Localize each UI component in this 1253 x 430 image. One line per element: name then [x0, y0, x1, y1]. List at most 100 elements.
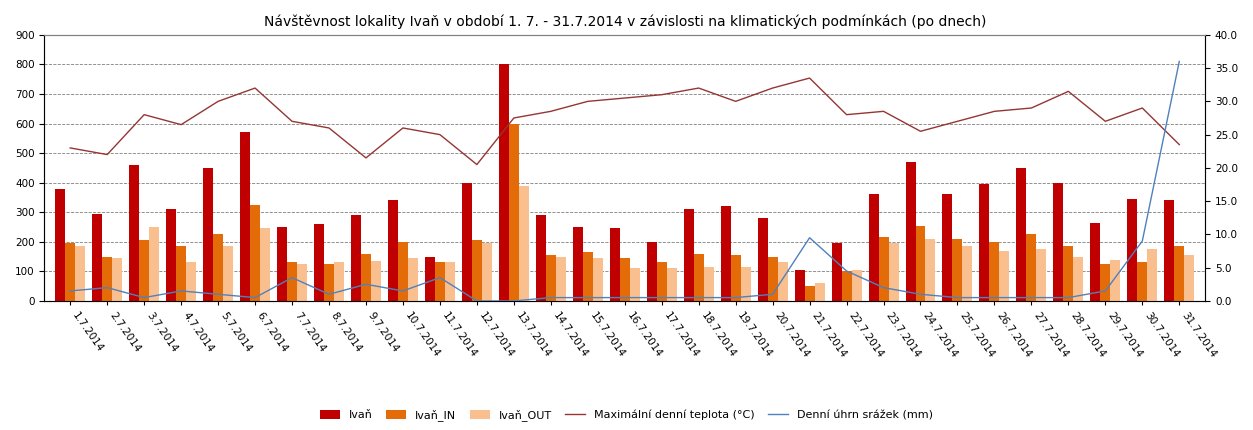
Denní úhrn srážek (mm)	[174, 289, 189, 294]
Bar	[1148, 249, 1158, 301]
Bar	[93, 214, 103, 301]
Bar	[1110, 260, 1120, 301]
Bar	[325, 264, 335, 301]
Maximální denní teplota (°C)	[432, 132, 447, 137]
Bar	[758, 218, 768, 301]
Maximální denní teplota (°C)	[1098, 119, 1113, 124]
Denní úhrn srážek (mm)	[1061, 295, 1076, 300]
Bar	[149, 227, 159, 301]
Denní úhrn srážek (mm)	[137, 295, 152, 300]
Maximální denní teplota (°C)	[802, 76, 817, 81]
Maximální denní teplota (°C)	[766, 86, 781, 91]
Denní úhrn srážek (mm)	[766, 292, 781, 297]
Bar	[223, 246, 233, 301]
Maximální denní teplota (°C)	[174, 122, 189, 127]
Bar	[435, 262, 445, 301]
Bar	[213, 234, 223, 301]
Bar	[778, 262, 788, 301]
Title: Návštěvnost lokality Ivaň v období 1. 7. - 31.7.2014 v závislosti na klimatickýc: Návštěvnost lokality Ivaň v období 1. 7.…	[263, 15, 986, 30]
Bar	[519, 186, 529, 301]
Denní úhrn srážek (mm)	[618, 295, 633, 300]
Maximální denní teplota (°C)	[840, 112, 855, 117]
Bar	[556, 257, 566, 301]
Bar	[1074, 257, 1084, 301]
Denní úhrn srážek (mm)	[1172, 59, 1187, 64]
Bar	[445, 262, 455, 301]
Bar	[794, 270, 804, 301]
Maximální denní teplota (°C)	[1024, 105, 1039, 111]
Bar	[425, 257, 435, 301]
Denní úhrn srážek (mm)	[248, 295, 263, 300]
Denní úhrn srážek (mm)	[840, 268, 855, 273]
Line: Maximální denní teplota (°C): Maximální denní teplota (°C)	[70, 78, 1179, 165]
Bar	[315, 224, 325, 301]
Bar	[1174, 246, 1184, 301]
Bar	[804, 286, 814, 301]
Maximální denní teplota (°C)	[692, 86, 707, 91]
Bar	[942, 194, 952, 301]
Maximální denní teplota (°C)	[876, 109, 891, 114]
Bar	[65, 243, 75, 301]
Maximální denní teplota (°C)	[358, 155, 373, 160]
Maximální denní teplota (°C)	[1172, 142, 1187, 147]
Denní úhrn srážek (mm)	[211, 292, 226, 297]
Bar	[241, 132, 251, 301]
Bar	[287, 262, 297, 301]
Bar	[842, 271, 852, 301]
Bar	[509, 123, 519, 301]
Bar	[129, 165, 139, 301]
Bar	[1064, 246, 1074, 301]
Denní úhrn srážek (mm)	[1024, 295, 1039, 300]
Maximální denní teplota (°C)	[284, 119, 299, 124]
Bar	[408, 258, 419, 301]
Bar	[814, 283, 824, 301]
Bar	[1100, 264, 1110, 301]
Denní úhrn srážek (mm)	[692, 295, 707, 300]
Bar	[203, 168, 213, 301]
Denní úhrn srážek (mm)	[876, 285, 891, 290]
Bar	[546, 255, 556, 301]
Bar	[694, 254, 704, 301]
Bar	[610, 228, 620, 301]
Bar	[832, 243, 842, 301]
Maximální denní teplota (°C)	[322, 126, 337, 131]
Maximální denní teplota (°C)	[63, 145, 78, 150]
Bar	[926, 239, 936, 301]
Maximální denní teplota (°C)	[544, 109, 559, 114]
Bar	[462, 183, 472, 301]
Bar	[852, 270, 862, 301]
Bar	[261, 228, 271, 301]
Bar	[741, 267, 751, 301]
Bar	[620, 258, 630, 301]
Maximální denní teplota (°C)	[1061, 89, 1076, 94]
Bar	[297, 264, 307, 301]
Maximální denní teplota (°C)	[580, 99, 595, 104]
Denní úhrn srážek (mm)	[654, 295, 669, 300]
Denní úhrn srážek (mm)	[950, 295, 965, 300]
Bar	[1090, 223, 1100, 301]
Maximální denní teplota (°C)	[728, 99, 743, 104]
Maximální denní teplota (°C)	[1135, 105, 1150, 111]
Bar	[573, 227, 583, 301]
Bar	[962, 246, 972, 301]
Bar	[139, 240, 149, 301]
Bar	[1184, 255, 1194, 301]
Bar	[1138, 262, 1148, 301]
Bar	[868, 194, 878, 301]
Bar	[630, 268, 640, 301]
Bar	[1164, 200, 1174, 301]
Bar	[667, 268, 677, 301]
Bar	[472, 240, 482, 301]
Bar	[398, 242, 408, 301]
Maximální denní teplota (°C)	[506, 115, 521, 120]
Bar	[113, 258, 122, 301]
Bar	[499, 64, 509, 301]
Bar	[916, 225, 926, 301]
Bar	[888, 243, 898, 301]
Line: Denní úhrn srážek (mm): Denní úhrn srážek (mm)	[70, 61, 1179, 301]
Maximální denní teplota (°C)	[211, 99, 226, 104]
Denní úhrn srážek (mm)	[470, 298, 485, 304]
Maximální denní teplota (°C)	[137, 112, 152, 117]
Maximální denní teplota (°C)	[248, 86, 263, 91]
Bar	[103, 257, 113, 301]
